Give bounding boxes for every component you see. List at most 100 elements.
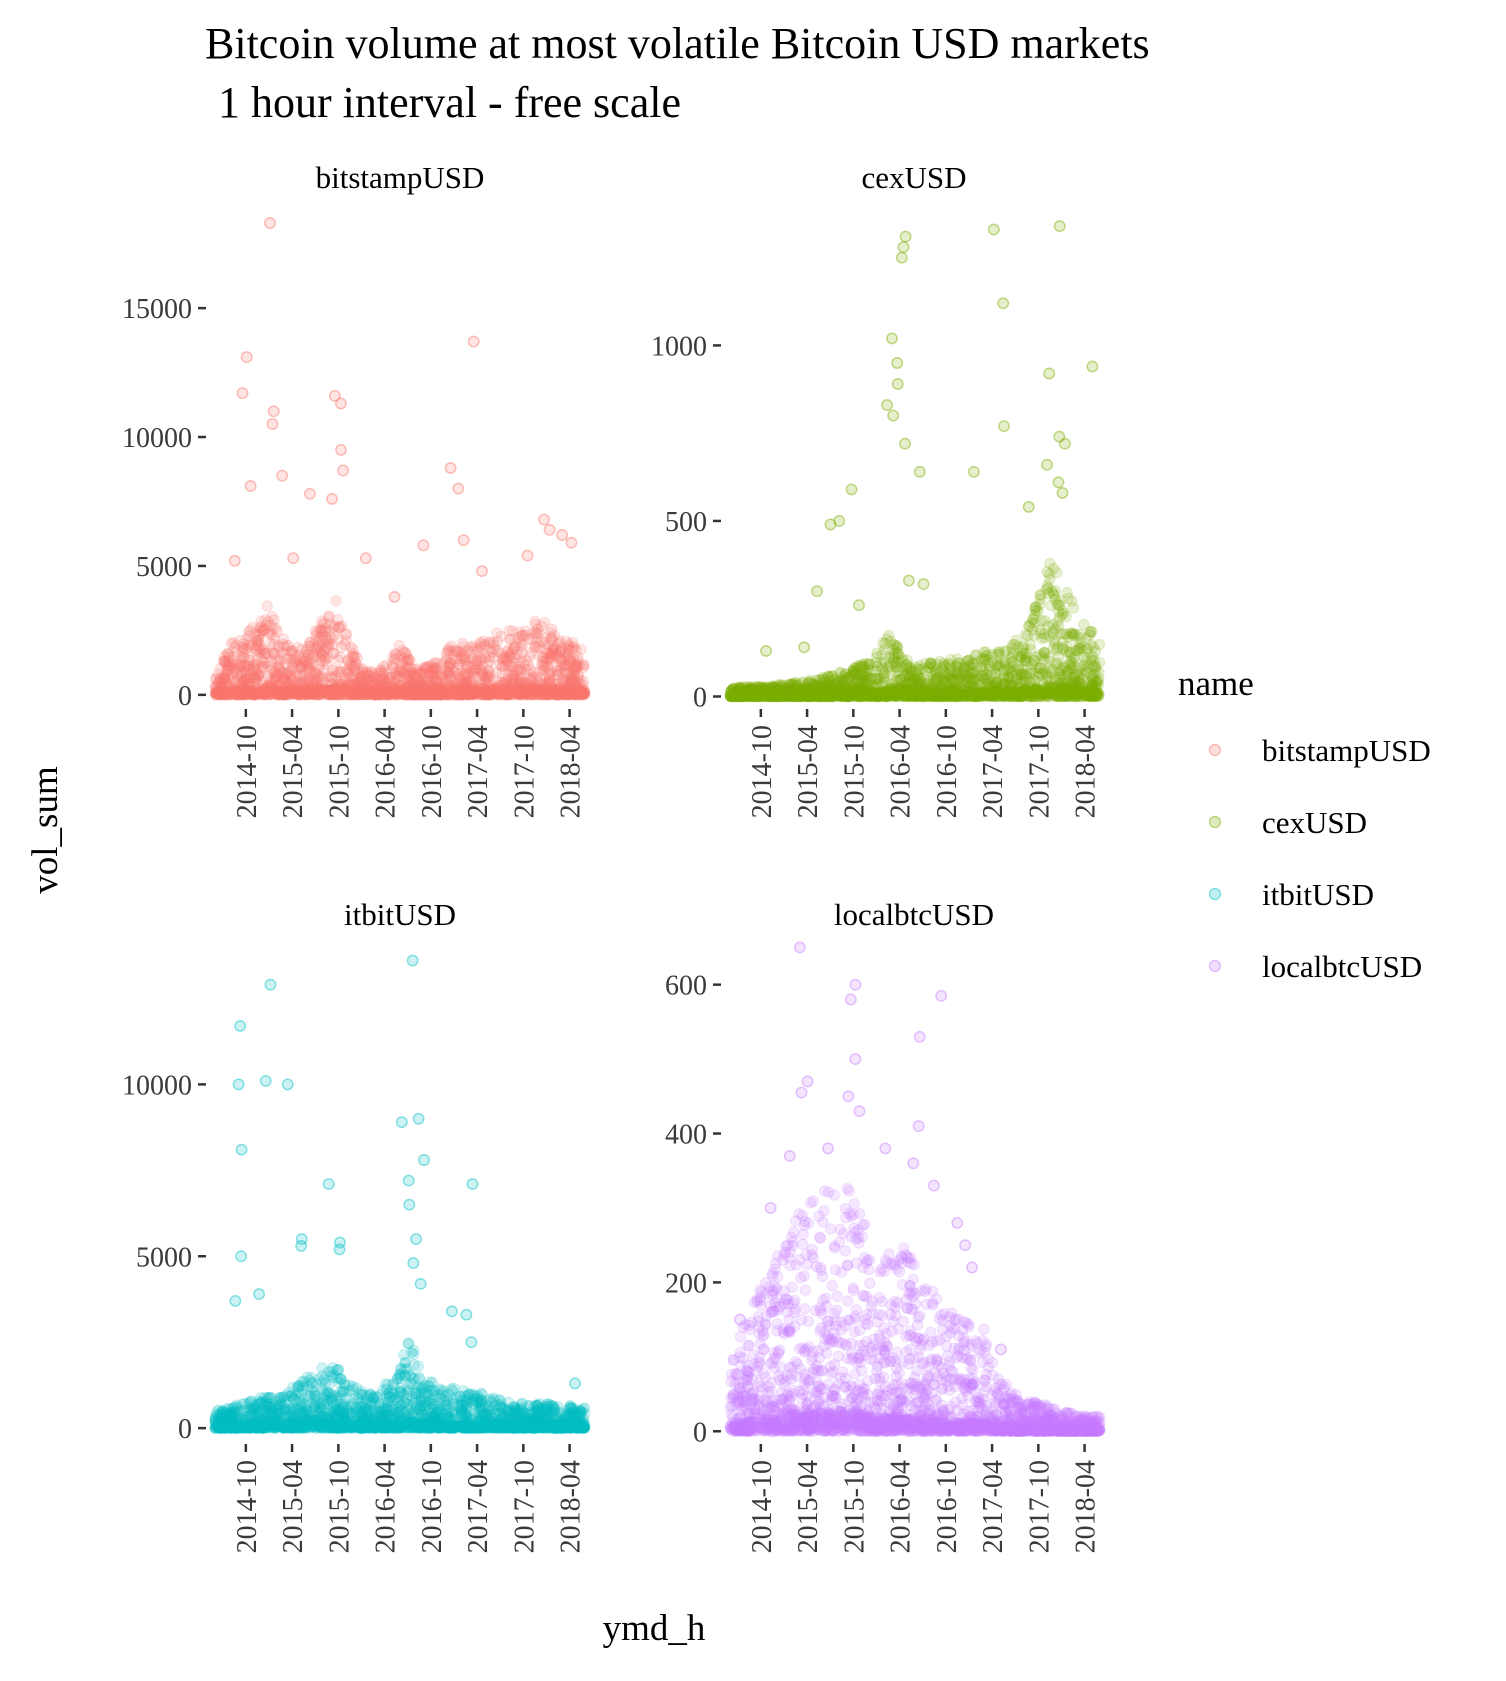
data-point — [920, 689, 932, 701]
data-point — [328, 629, 341, 641]
data-point — [427, 679, 440, 691]
data-point — [302, 688, 314, 700]
x-tick-label: 2015-10 — [324, 725, 355, 818]
data-point — [265, 688, 277, 701]
data-point — [393, 670, 406, 682]
data-point — [367, 671, 380, 683]
outlier-point — [891, 378, 904, 390]
data-point — [544, 651, 556, 663]
data-point — [994, 687, 1007, 699]
data-point — [457, 688, 469, 700]
data-point — [322, 637, 335, 649]
data-point — [475, 678, 487, 691]
outlier-point — [335, 443, 347, 456]
data-point — [374, 685, 387, 697]
x-tick-label: 2014-10 — [747, 725, 778, 818]
y-tick-label: 0 — [178, 1414, 192, 1445]
data-point — [420, 688, 432, 701]
data-point — [301, 644, 313, 656]
data-point — [215, 686, 227, 699]
data-point — [467, 675, 480, 688]
data-point — [855, 690, 868, 703]
data-point — [506, 669, 519, 681]
data-point — [546, 684, 558, 696]
outlier-point — [476, 565, 488, 578]
data-point — [468, 664, 481, 676]
data-point — [479, 683, 492, 695]
panel-strip-label: cexUSD — [861, 160, 966, 195]
y-tick-label: 5000 — [136, 552, 192, 583]
data-point — [578, 659, 590, 671]
data-point — [533, 650, 545, 663]
data-point — [506, 645, 518, 658]
data-point — [1034, 598, 1046, 611]
data-point — [428, 665, 440, 677]
data-point — [551, 664, 563, 676]
data-point — [506, 676, 518, 688]
data-point — [364, 685, 376, 697]
data-point — [408, 663, 421, 676]
panel-strip-label: bitstampUSD — [316, 160, 485, 195]
data-point — [323, 638, 335, 650]
data-point — [427, 686, 440, 698]
data-point — [531, 636, 544, 649]
data-point — [503, 625, 515, 637]
data-point — [383, 671, 395, 683]
data-point — [430, 689, 443, 701]
data-point — [482, 665, 494, 677]
data-point — [1075, 690, 1087, 702]
data-point — [549, 641, 561, 654]
data-point — [378, 673, 390, 685]
data-point — [235, 688, 247, 700]
data-point — [267, 682, 280, 694]
outlier-point — [276, 469, 289, 482]
outlier-point — [417, 539, 430, 552]
outlier-point — [303, 487, 316, 500]
data-point — [467, 645, 480, 657]
data-point — [486, 689, 498, 701]
data-point — [218, 657, 231, 669]
data-point — [248, 659, 260, 671]
data-point — [456, 689, 468, 701]
data-point — [382, 682, 394, 694]
data-point — [1065, 662, 1078, 675]
data-point — [387, 650, 399, 662]
data-point — [466, 666, 478, 679]
data-point — [212, 685, 225, 698]
data-point — [237, 685, 250, 697]
data-point — [551, 689, 563, 701]
outlier-point — [543, 523, 556, 536]
outlier-point — [334, 397, 347, 410]
data-point — [385, 671, 398, 683]
outlier-point — [1052, 476, 1065, 489]
data-point — [318, 664, 330, 676]
data-point — [539, 689, 551, 701]
data-point — [477, 689, 489, 701]
outlier-point — [811, 585, 824, 598]
data-point — [330, 595, 342, 607]
data-point — [303, 672, 315, 684]
data-point — [315, 640, 328, 652]
data-point — [509, 657, 521, 670]
data-point — [564, 688, 576, 700]
outlier-point — [845, 483, 858, 496]
data-point — [471, 687, 483, 699]
data-point — [283, 666, 295, 678]
data-point — [542, 688, 554, 701]
data-point — [371, 686, 383, 699]
data-point — [488, 685, 500, 697]
data-point — [214, 673, 226, 685]
outlier-point — [388, 590, 401, 603]
outlier-point — [899, 230, 912, 243]
data-point — [253, 669, 265, 681]
x-axis-title: ymd_h — [603, 1608, 706, 1649]
outlier-point — [902, 574, 915, 587]
data-point — [432, 683, 445, 695]
data-point — [424, 689, 436, 701]
data-point — [213, 687, 225, 699]
data-point — [279, 673, 292, 685]
data-point — [323, 689, 335, 701]
data-point — [325, 683, 338, 696]
